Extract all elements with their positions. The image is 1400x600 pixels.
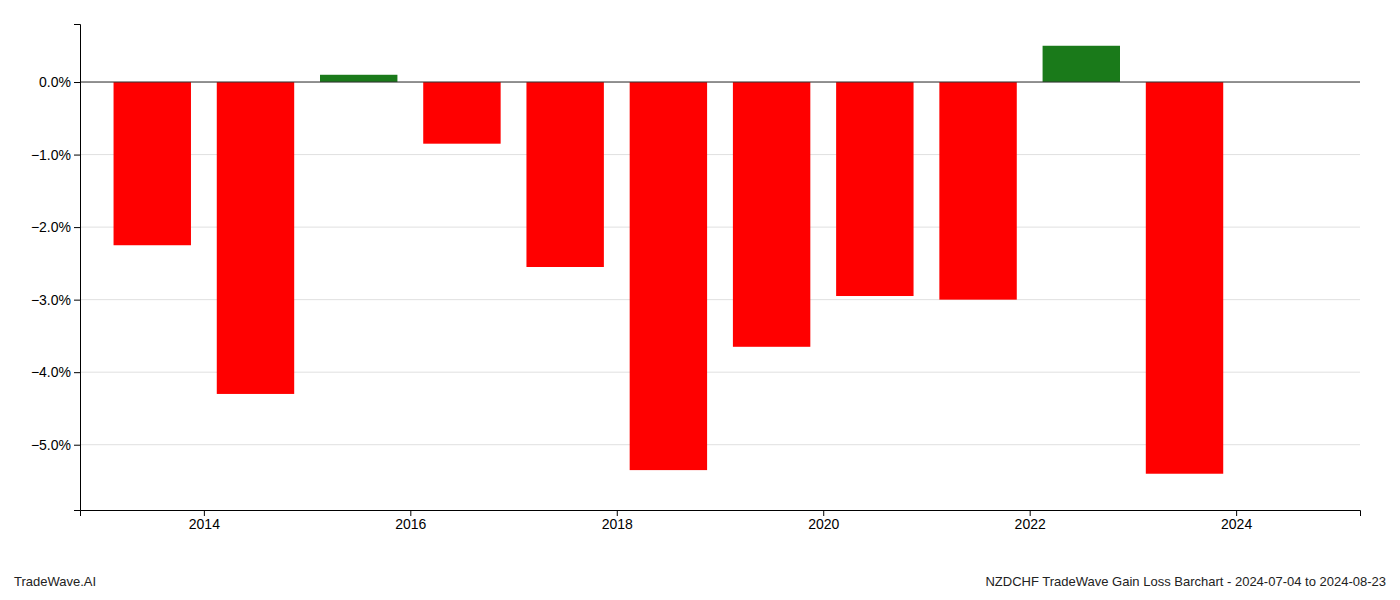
x-tick: 2018 [602,510,633,532]
x-tick: 2020 [808,510,839,532]
bars [114,46,1224,474]
y-tick: −2.0% [31,219,80,235]
bar [630,82,707,470]
bar [1146,82,1223,474]
y-axis-line [74,25,81,511]
title: NZDCHF TradeWave Gain Loss Barchart - 20… [985,574,1386,589]
y-tick-mark [74,300,80,301]
bar [114,82,191,245]
grid-line [80,82,1360,83]
y-tick-mark [74,155,80,156]
y-tick: −3.0% [31,292,80,308]
x-tick-label: 2018 [602,516,633,532]
y-tick: −1.0% [31,147,80,163]
x-tick-label: 2022 [1015,516,1046,532]
y-tick: 0.0% [39,74,80,90]
watermark: TradeWave.AI [14,574,96,589]
y-tick-label: −1.0% [31,147,71,163]
x-tick: 2014 [189,510,220,532]
bar [217,82,294,394]
x-tick-label: 2024 [1221,516,1252,532]
y-axis: −5.0% −4.0% −3.0% −2.0% −1.0% 0.0% [31,25,81,511]
x-tick: 2022 [1015,510,1046,532]
x-tick-label: 2016 [395,516,426,532]
x-tick-label: 2020 [808,516,839,532]
bar [836,82,913,296]
zero-line [80,82,1360,83]
bar [320,75,397,82]
y-tick-mark [74,445,80,446]
y-tick-label: −2.0% [31,219,71,235]
bar [526,82,603,267]
chart: 201420162018202020222024−5.0%−4.0%−3.0%−… [0,0,1400,600]
x-axis-line [81,511,1361,517]
bar [423,82,500,144]
y-tick-label: −4.0% [31,364,71,380]
x-tick: 2024 [1221,510,1252,532]
x-tick-label: 2014 [189,516,220,532]
y-tick: −5.0% [31,437,80,453]
x-tick: 2016 [395,510,426,532]
bar [939,82,1016,300]
y-tick-label: 0.0% [39,74,71,90]
y-tick-label: −5.0% [31,437,71,453]
bar [1043,46,1120,82]
x-axis: 2014 2016 2018 2020 2022 2024 [81,510,1361,532]
y-tick-label: −3.0% [31,292,71,308]
y-tick: −4.0% [31,364,80,380]
y-tick-mark [74,372,80,373]
plot: 201420162018202020222024−5.0%−4.0%−3.0%−… [31,25,1361,532]
bar [733,82,810,347]
y-tick-mark [74,82,80,83]
y-tick-mark [74,227,80,228]
